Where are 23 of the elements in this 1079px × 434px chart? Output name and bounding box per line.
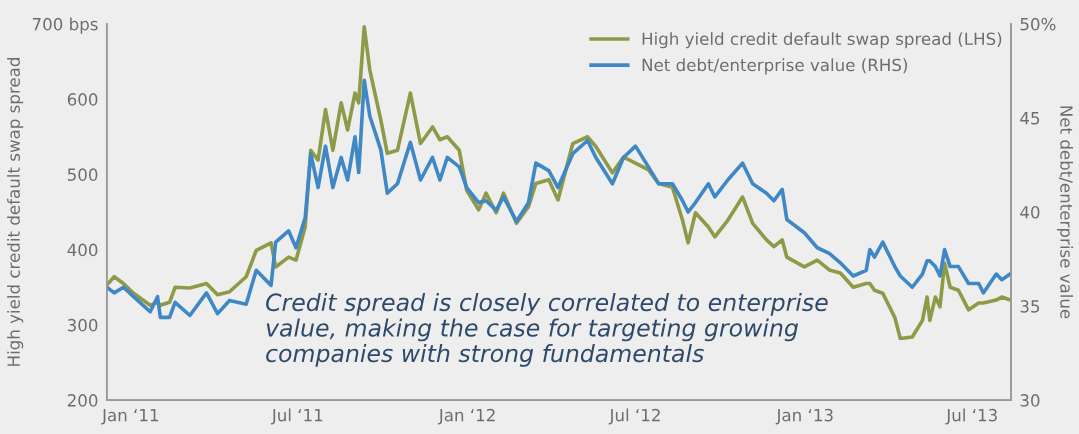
y-tick-label: 300 — [67, 318, 98, 332]
y2-tick-label: 50% — [1020, 17, 1056, 31]
x-tick-label: Jul ‘11 — [270, 408, 323, 425]
x-tick-label: Jan ‘13 — [775, 408, 833, 425]
y-tick-label: 500 — [67, 168, 98, 181]
x-tick-label: Jan ‘11 — [101, 408, 159, 425]
y2-axis-title: Net debt/enterprise value — [1056, 106, 1074, 319]
y2-tick-label: 40 — [1020, 205, 1040, 219]
y-tick-label: 400 — [67, 243, 98, 257]
y2-tick-label: 35 — [1020, 300, 1040, 313]
line-series — [106, 78, 1012, 320]
legend-label: Net debt/enterprise value (RHS) — [642, 58, 908, 75]
y2-tick-label: 30 — [1020, 394, 1040, 407]
y-tick-label: 600 — [67, 93, 98, 106]
x-tick-label: Jan ‘12 — [437, 408, 495, 425]
annotation: Credit spread is closely correlated to enterprise value, making the case for targeting growing companies with strong fundamentals — [266, 292, 828, 367]
y-tick-label: 700 bps — [32, 17, 98, 34]
y-tick-label: 200 — [67, 394, 98, 407]
legend-label: High yield credit default swap spread (LHS) — [642, 32, 1002, 49]
x-tick-label: Jul ‘12 — [608, 408, 660, 425]
x-tick-label: Jul ‘13 — [945, 408, 997, 425]
y2-tick-label: 45 — [1020, 112, 1040, 125]
y-axis-title: High yield credit default swap spread — [7, 58, 24, 366]
